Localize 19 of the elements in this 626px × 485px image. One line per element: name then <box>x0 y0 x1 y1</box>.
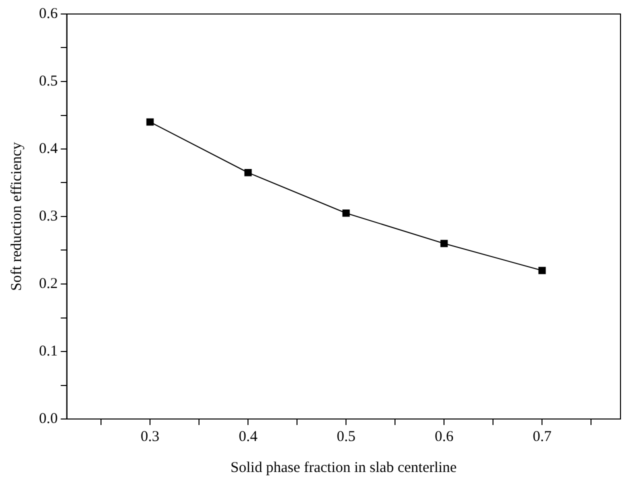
point <box>146 118 154 126</box>
x-tick-label: 0.3 <box>140 428 160 445</box>
x-tick-label: 0.7 <box>532 428 552 445</box>
point <box>538 266 546 274</box>
point <box>342 209 350 217</box>
y-tick-label: 0.1 <box>39 343 58 360</box>
x-tick-label: 0.5 <box>336 428 356 445</box>
y-tick-label: 0.2 <box>39 276 58 292</box>
y-tick-label: 0.3 <box>39 208 58 224</box>
x-tick-label: 0.6 <box>434 428 454 445</box>
x-tick-label: 0.4 <box>238 428 258 445</box>
y-tick-label: 0.5 <box>39 73 58 90</box>
point <box>244 168 252 176</box>
y-tick-label: 0.0 <box>39 410 58 427</box>
y-tick-label: 0.6 <box>39 6 58 22</box>
x-axis-title: Solid phase fraction in slab centerline <box>230 460 458 476</box>
y-axis-title: Soft reduction efficiency <box>8 142 25 291</box>
y-tick-label: 0.4 <box>39 140 58 157</box>
point <box>440 240 448 248</box>
